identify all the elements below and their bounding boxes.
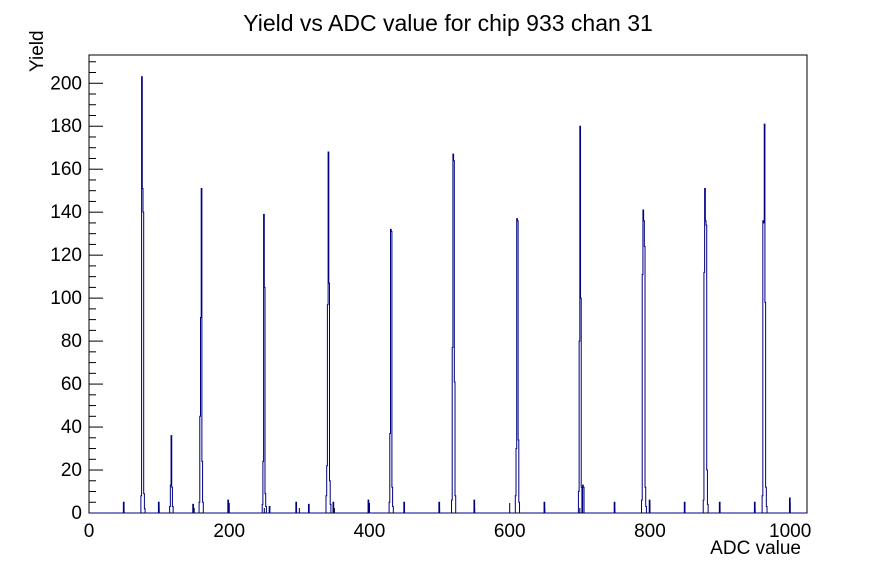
y-tick-label: 20 (61, 460, 82, 481)
y-tick-label: 200 (50, 73, 82, 94)
y-tick-label: 180 (50, 116, 82, 137)
plot-frame (88, 54, 808, 514)
x-tick-label: 800 (634, 521, 666, 542)
y-tick-label: 160 (50, 159, 82, 180)
x-tick-label: 400 (354, 521, 386, 542)
chart-title: Yield vs ADC value for chip 933 chan 31 (243, 10, 653, 36)
x-tick-label: 600 (494, 521, 526, 542)
x-tick-label: 1000 (769, 521, 811, 542)
histogram-line (89, 76, 807, 514)
x-tick-label: 200 (213, 521, 245, 542)
x-tick-label: 0 (84, 521, 95, 542)
y-tick-label: 40 (61, 417, 82, 438)
y-tick-label: 60 (61, 374, 82, 395)
y-tick-label: 0 (71, 503, 82, 524)
y-tick-label: 80 (61, 331, 82, 352)
y-tick-label: 120 (50, 245, 82, 266)
y-tick-label: 140 (50, 202, 82, 223)
x-axis-title: ADC value (710, 538, 801, 559)
y-tick-label: 100 (50, 288, 82, 309)
